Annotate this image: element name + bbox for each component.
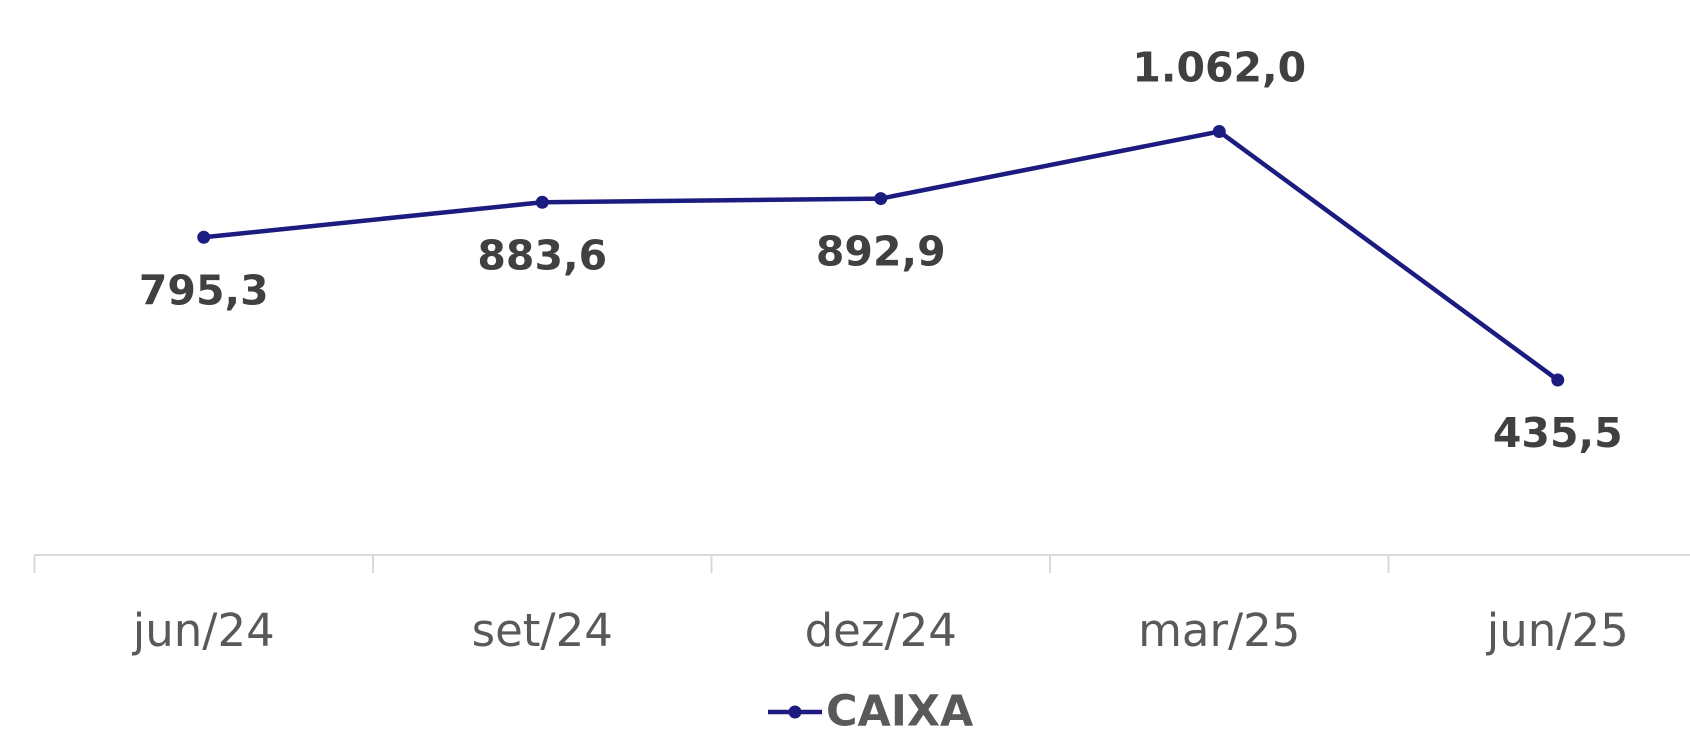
x-tick-label: jun/25 <box>1486 604 1629 657</box>
legend-marker <box>788 705 802 719</box>
data-label: 795,3 <box>139 266 269 314</box>
data-point <box>535 195 549 209</box>
x-tick-label: mar/25 <box>1138 604 1300 657</box>
data-point <box>874 192 888 206</box>
data-point <box>1551 373 1565 387</box>
data-label: 892,9 <box>816 228 946 276</box>
data-label: 1.062,0 <box>1132 44 1306 92</box>
legend-label: CAIXA <box>826 687 974 730</box>
data-label: 883,6 <box>477 231 607 279</box>
data-point <box>1212 125 1226 138</box>
data-label: 435,5 <box>1493 409 1623 457</box>
x-tick-label: dez/24 <box>805 604 957 657</box>
x-tick-label: jun/24 <box>132 604 275 657</box>
data-point <box>197 230 211 244</box>
x-tick-label: set/24 <box>472 604 613 657</box>
